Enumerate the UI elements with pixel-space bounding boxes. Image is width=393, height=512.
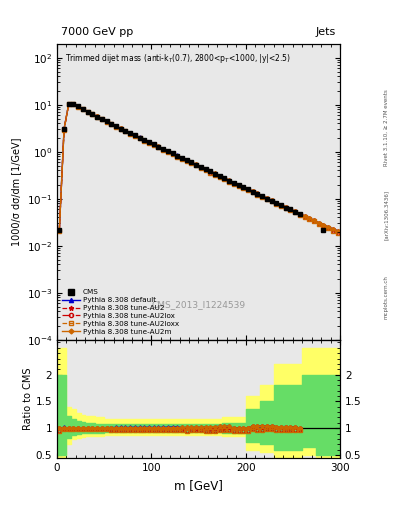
Text: Trimmed dijet mass (anti-k$_T$(0.7), 2800<p$_T$<1000, |y|<2.5): Trimmed dijet mass (anti-k$_T$(0.7), 280…	[66, 52, 292, 66]
X-axis label: m [GeV]: m [GeV]	[174, 479, 223, 492]
Y-axis label: 1000/σ dσ/dm [1/GeV]: 1000/σ dσ/dm [1/GeV]	[11, 137, 21, 246]
Text: [arXiv:1306.3436]: [arXiv:1306.3436]	[384, 190, 388, 240]
Legend: CMS, Pythia 8.308 default, Pythia 8.308 tune-AU2, Pythia 8.308 tune-AU2lox, Pyth: CMS, Pythia 8.308 default, Pythia 8.308 …	[61, 288, 180, 336]
Text: 7000 GeV pp: 7000 GeV pp	[61, 27, 133, 37]
Text: CMS_2013_I1224539: CMS_2013_I1224539	[151, 300, 246, 309]
Y-axis label: Ratio to CMS: Ratio to CMS	[23, 368, 33, 430]
Text: Rivet 3.1.10, ≥ 2.7M events: Rivet 3.1.10, ≥ 2.7M events	[384, 90, 388, 166]
Text: Jets: Jets	[316, 27, 336, 37]
Text: mcplots.cern.ch: mcplots.cern.ch	[384, 275, 388, 319]
